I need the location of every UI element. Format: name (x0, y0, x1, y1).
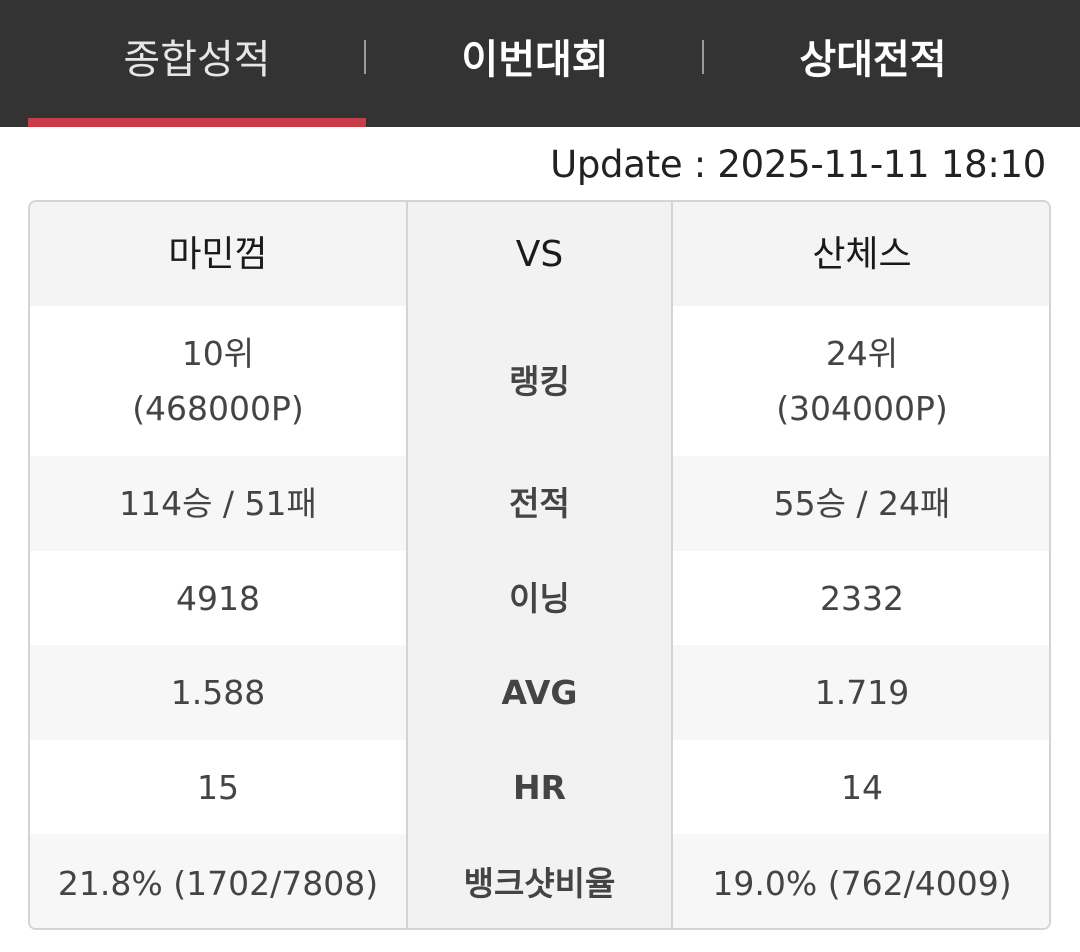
tab-label: 상대전적 (799, 36, 947, 83)
hr-label: HR (512, 767, 567, 807)
bankshot-label: 뱅크샷비율 (463, 863, 616, 903)
active-tab-indicator (28, 118, 366, 127)
vs-label: VS (515, 233, 564, 275)
left-player-column: 마민껌 10위 (468000P) 114승 / 51패 4918 1.588 … (30, 202, 408, 928)
tab-divider (702, 40, 704, 74)
tab-this-tournament[interactable]: 이번대회 (366, 0, 704, 127)
right-ranking-position: 24위 (825, 334, 899, 373)
avg-label: AVG (501, 673, 578, 712)
right-player-column: 산체스 24위 (304000P) 55승 / 24패 2332 1.719 1… (673, 202, 1049, 928)
right-player-name: 산체스 (673, 202, 1049, 306)
tab-overall-stats[interactable]: 종합성적 (28, 0, 366, 127)
right-avg-cell: 1.719 (673, 645, 1049, 740)
tab-divider (364, 40, 366, 74)
left-record-cell: 114승 / 51패 (30, 456, 406, 551)
left-player-name: 마민껌 (30, 202, 406, 306)
tab-label: 종합성적 (123, 36, 271, 83)
comparison-table: 마민껌 10위 (468000P) 114승 / 51패 4918 1.588 … (28, 200, 1051, 930)
left-ranking-cell: 10위 (468000P) (30, 306, 406, 456)
tab-bar: 종합성적 이번대회 상대전적 (0, 0, 1080, 127)
left-ranking-points: (468000P) (132, 389, 304, 428)
record-label: 전적 (509, 484, 570, 523)
ranking-label: 랭킹 (509, 361, 570, 401)
update-timestamp: Update : 2025-11-11 18:10 (550, 143, 1046, 186)
left-avg-cell: 1.588 (30, 645, 406, 740)
left-innings-cell: 4918 (176, 578, 260, 618)
right-bankshot-cell: 19.0% (762/4009) (673, 834, 1049, 928)
right-innings-cell: 2332 (820, 578, 904, 618)
right-ranking-cell: 24위 (304000P) (673, 306, 1049, 456)
right-ranking-points: (304000P) (776, 389, 948, 428)
right-record-cell: 55승 / 24패 (673, 456, 1049, 551)
stat-label-column: VS 랭킹 전적 이닝 AVG HR 뱅크샷비율 (408, 202, 673, 928)
left-hr-cell: 15 (197, 767, 239, 807)
right-hr-cell: 14 (841, 767, 883, 807)
tab-label: 이번대회 (461, 36, 609, 83)
innings-label: 이닝 (509, 578, 570, 618)
tab-head-to-head[interactable]: 상대전적 (704, 0, 1042, 127)
left-ranking-position: 10위 (181, 334, 255, 373)
left-bankshot-cell: 21.8% (1702/7808) (30, 834, 406, 928)
